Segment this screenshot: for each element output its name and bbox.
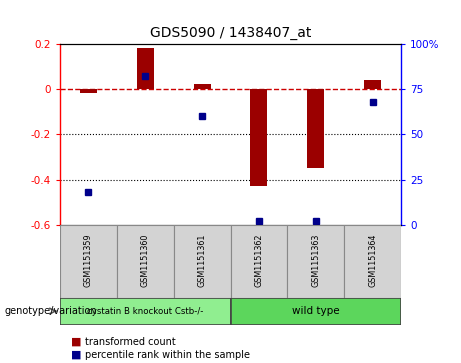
Bar (60, 225, 117, 298)
Bar (60, 298, 230, 325)
Text: GSM1151363: GSM1151363 (311, 233, 320, 287)
Bar (250, 89, 267, 187)
Text: GSM1151362: GSM1151362 (254, 233, 263, 287)
Text: GSM1151364: GSM1151364 (368, 233, 377, 287)
Text: ■: ■ (71, 337, 82, 347)
Text: wild type: wild type (292, 306, 340, 316)
Text: ■: ■ (71, 350, 82, 360)
Text: GSM1151359: GSM1151359 (84, 233, 93, 287)
Text: percentile rank within the sample: percentile rank within the sample (85, 350, 250, 360)
Text: cystatin B knockout Cstb-/-: cystatin B knockout Cstb-/- (87, 307, 203, 316)
Bar (364, 80, 381, 89)
Bar (344, 225, 401, 298)
Bar (80, 89, 97, 94)
Bar (307, 89, 324, 168)
Text: transformed count: transformed count (85, 337, 176, 347)
Bar (230, 225, 287, 298)
Text: GSM1151360: GSM1151360 (141, 233, 150, 287)
Text: genotype/variation: genotype/variation (5, 306, 97, 316)
Bar (194, 84, 211, 89)
Bar (287, 225, 344, 298)
Title: GDS5090 / 1438407_at: GDS5090 / 1438407_at (150, 26, 311, 40)
Text: GSM1151361: GSM1151361 (198, 233, 207, 287)
Bar (117, 225, 174, 298)
Bar (174, 225, 230, 298)
Bar (136, 48, 154, 89)
Bar (230, 298, 401, 325)
